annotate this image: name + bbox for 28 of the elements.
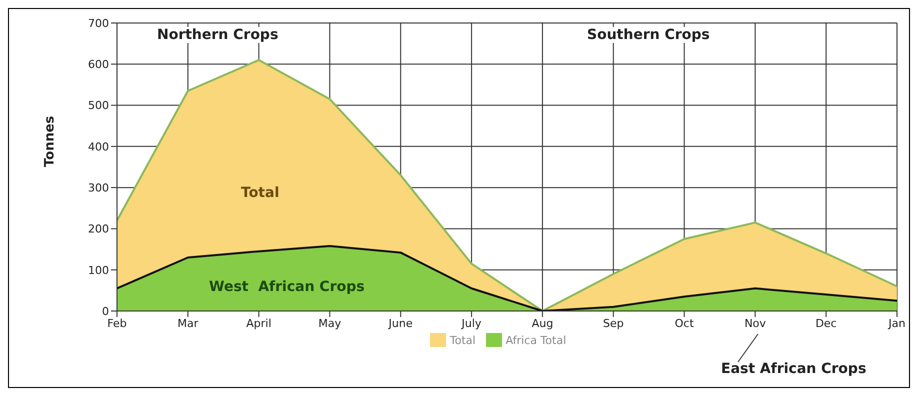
x-tick-label: Feb	[107, 316, 127, 330]
y-axis-title: Tonnes	[42, 116, 58, 167]
annotation: West African Crops	[209, 279, 365, 295]
y-tick-label: 300	[88, 181, 109, 194]
y-tick-label: 100	[88, 264, 109, 277]
annotation: Southern Crops	[584, 27, 713, 43]
y-tick-label: 400	[88, 140, 109, 154]
x-tick-label: July	[460, 316, 482, 330]
x-tick-label: June	[388, 316, 413, 330]
x-tick-label: Nov	[744, 316, 766, 330]
x-tick-label: Sep	[602, 316, 624, 330]
y-tick-label: 500	[88, 99, 109, 112]
text: East African Crops	[721, 361, 866, 377]
y-tick-label: 200	[88, 222, 109, 236]
x-tick-label: Jan	[888, 316, 906, 330]
y-tick-label: 700	[88, 16, 109, 30]
x-tick-label: Oct	[674, 316, 694, 330]
x-tick-label: April	[246, 316, 272, 330]
y-tick-label: 0	[102, 304, 109, 318]
x-tick-label: May	[318, 316, 342, 330]
annotation: Northern Crops	[154, 27, 282, 43]
x-tick-label: Mar	[178, 316, 199, 330]
x-tick-label: Aug	[532, 316, 554, 330]
y-tick-label: 600	[88, 58, 109, 72]
annotation: Total	[241, 185, 280, 201]
legend-label: Africa Total	[504, 333, 566, 347]
x-tick-label: Dec	[815, 316, 837, 330]
legend-label: Total	[448, 333, 476, 347]
